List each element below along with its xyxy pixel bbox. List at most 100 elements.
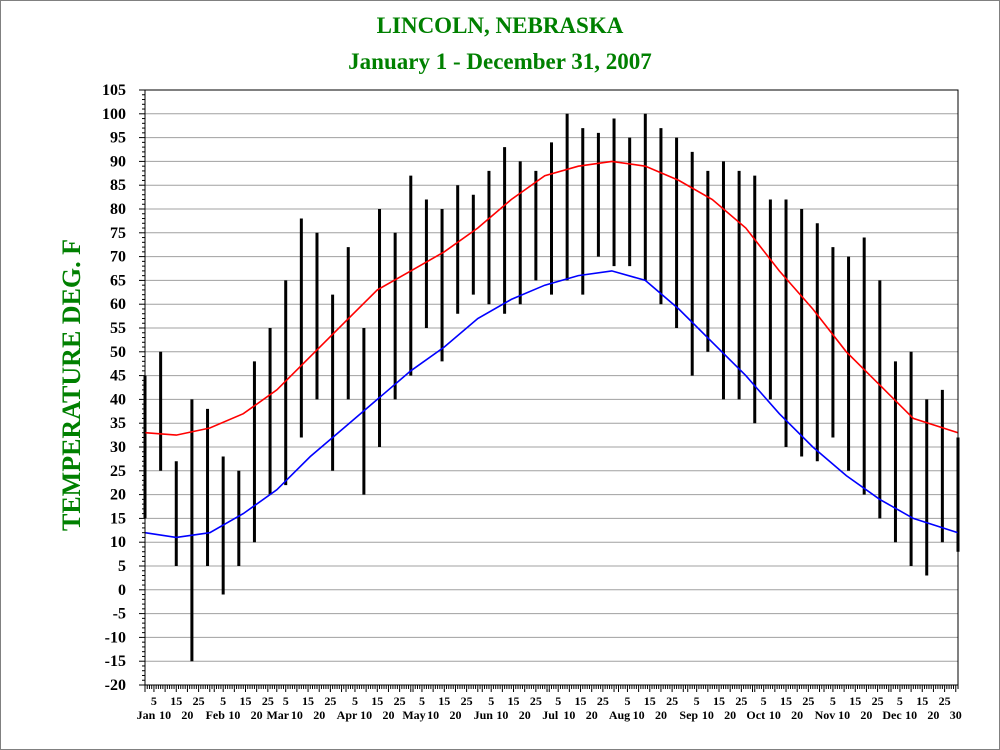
day-tick-label: 5 — [151, 694, 157, 708]
day-tick-label: 25 — [939, 694, 951, 708]
day-tick-label: 20 — [519, 708, 531, 722]
y-tick-label: 95 — [110, 130, 126, 147]
normal-low-line — [144, 270, 959, 539]
y-tick-label: 65 — [110, 272, 126, 289]
day-tick-label: 25 — [461, 694, 473, 708]
y-axis-label: TEMPERATURE DEG. F — [57, 239, 86, 531]
month-label: Apr — [337, 708, 358, 722]
day-tick-label: 5 — [624, 694, 630, 708]
x-tick-labels: Jan510152025Feb510152025Mar510152025Apr5… — [137, 694, 962, 722]
y-tick-label: 100 — [102, 106, 126, 123]
day-tick-label: 25 — [872, 694, 884, 708]
y-tick-label: -10 — [105, 629, 126, 646]
day-tick-label: 15 — [302, 694, 314, 708]
day-tick-label: 10 — [427, 708, 439, 722]
day-tick-label: 5 — [555, 694, 561, 708]
y-tick-label: 55 — [110, 320, 126, 337]
month-label: Jun — [474, 708, 494, 722]
month-label: Aug — [609, 708, 630, 722]
y-tick-label: 45 — [110, 368, 126, 385]
day-tick-label: 5 — [761, 694, 767, 708]
day-tick-label: 20 — [860, 708, 872, 722]
month-label: May — [402, 708, 425, 722]
chart-title: LINCOLN, NEBRASKA — [377, 13, 624, 38]
day-tick-label: 15 — [371, 694, 383, 708]
y-tick-label: 105 — [102, 82, 126, 99]
day-tick-label: 5 — [419, 694, 425, 708]
month-label: Sep — [679, 708, 698, 722]
day-tick-label: 15 — [508, 694, 520, 708]
day-tick-label: 15 — [240, 694, 252, 708]
day-tick-label: 25 — [597, 694, 609, 708]
day-tick-label: 10 — [769, 708, 781, 722]
y-tick-label: 75 — [110, 225, 126, 242]
y-tick-label: -5 — [113, 606, 126, 623]
y-tick-label: 15 — [110, 510, 126, 527]
day-tick-label: 20 — [382, 708, 394, 722]
day-tick-label: 10 — [360, 708, 372, 722]
month-label: Feb — [206, 708, 226, 722]
day-tick-label: 15 — [713, 694, 725, 708]
day-tick-label: 5 — [220, 694, 226, 708]
day-tick-label: 20 — [586, 708, 598, 722]
day-tick-label: 20 — [791, 708, 803, 722]
day-tick-label: 10 — [838, 708, 850, 722]
day-tick-label: 20 — [927, 708, 939, 722]
y-tick-label: 5 — [118, 558, 126, 575]
y-tick-labels: -20 -15 -10 -5 0 5 10 15 20 25 30 35 40 45 50 55 60 65 70 7… — [102, 82, 126, 694]
day-tick-label: 20 — [313, 708, 325, 722]
day-tick-label: 20 — [181, 708, 193, 722]
day-tick-label: 20 — [251, 708, 263, 722]
day-tick-label: 10 — [702, 708, 714, 722]
day-tick-label: 15 — [575, 694, 587, 708]
axes — [139, 89, 959, 692]
y-tick-label: 20 — [110, 487, 126, 504]
y-tick-label: 90 — [110, 153, 126, 170]
y-tick-label: -15 — [105, 653, 126, 670]
day-tick-label: 5 — [830, 694, 836, 708]
day-tick-label: 5 — [352, 694, 358, 708]
day-tick-label: 10 — [291, 708, 303, 722]
y-tick-label: 70 — [110, 249, 126, 266]
y-tick-label: 50 — [110, 344, 126, 361]
chart-subtitle: January 1 - December 31, 2007 — [348, 49, 652, 74]
day-tick-label: 25 — [262, 694, 274, 708]
y-tick-label: 60 — [110, 296, 126, 313]
day-tick-label: 25 — [802, 694, 814, 708]
y-tick-label: 80 — [110, 201, 126, 218]
day-tick-label: 15 — [849, 694, 861, 708]
day-tick-label: 25 — [324, 694, 336, 708]
day-tick-label: 15 — [438, 694, 450, 708]
day-tick-label: 10 — [905, 708, 917, 722]
day-tick-label: 25 — [735, 694, 747, 708]
day-tick-label: 10 — [159, 708, 171, 722]
day-tick-label: 10 — [228, 708, 240, 722]
day-tick-label: 5 — [694, 694, 700, 708]
y-tick-label: -20 — [105, 677, 126, 694]
day-tick-label: 10 — [633, 708, 645, 722]
y-tick-label: 30 — [110, 439, 126, 456]
day-tick-label: 10 — [563, 708, 575, 722]
day-tick-label: 5 — [897, 694, 903, 708]
day-tick-label: 15 — [916, 694, 928, 708]
normal-lines — [144, 160, 959, 539]
normal-high-line — [144, 160, 959, 436]
month-label: Nov — [815, 708, 836, 722]
daily-range-series — [143, 113, 960, 662]
day-tick-label: 5 — [283, 694, 289, 708]
y-tick-label: 85 — [110, 177, 126, 194]
day-tick-label: 25 — [530, 694, 542, 708]
month-label: Mar — [266, 708, 289, 722]
month-label: Jan — [137, 708, 156, 722]
day-tick-label: 15 — [644, 694, 656, 708]
month-label: Dec — [882, 708, 902, 722]
day-tick-label: 15 — [170, 694, 182, 708]
y-tick-label: 10 — [110, 534, 126, 551]
month-label: Oct — [746, 708, 765, 722]
day-tick-label: 20 — [655, 708, 667, 722]
day-tick-label: 25 — [666, 694, 678, 708]
day-tick-label: 10 — [496, 708, 508, 722]
day-tick-label: 5 — [488, 694, 494, 708]
y-tick-label: 35 — [110, 415, 126, 432]
